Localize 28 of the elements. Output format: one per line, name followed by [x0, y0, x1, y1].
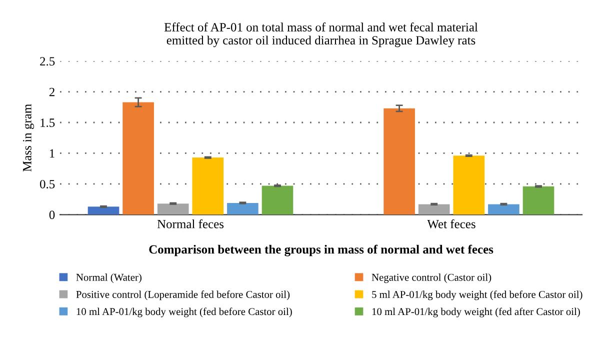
- legend-label: 10 ml AP-01/kg body weight (fed after Castor oil): [372, 308, 580, 318]
- bar: [262, 186, 294, 215]
- bar: [384, 108, 415, 215]
- x-tick-label: Normal feces: [157, 219, 224, 228]
- bar: [88, 206, 120, 215]
- y-tick-label: 0: [49, 210, 55, 220]
- legend-label: Negative control (Castor oil): [372, 274, 492, 283]
- y-tick-label: 0.5: [40, 180, 55, 188]
- legend-label: Positive control (Loperamide fed before Castor oil): [76, 290, 290, 300]
- bar: [192, 158, 224, 215]
- bar: [227, 202, 258, 215]
- bar: [418, 204, 450, 215]
- bar: [157, 204, 189, 215]
- bar: [122, 102, 154, 215]
- bar: [522, 186, 554, 215]
- y-tick-label: 2.5: [40, 57, 55, 66]
- legend-label: 5 ml AP-01/kg body weight (fed before Castor oil): [372, 290, 582, 300]
- chart-title: Effect of AP-01 on total mass of normal and wet fecal material emitted by castor oil induced diarrhea in Sprague Dawley rats: [164, 22, 478, 48]
- y-tick-label: 1: [50, 149, 54, 158]
- legend-label: Normal (Water): [76, 274, 142, 283]
- y-axis-title: Mass in gram: [22, 104, 34, 172]
- bar: [488, 204, 520, 215]
- legend-label: 10 ml AP-01/kg body weight (fed before Castor oil): [76, 308, 292, 318]
- bar: [453, 156, 485, 215]
- y-tick-label: 2: [49, 88, 54, 96]
- x-axis-title: Comparison between the groups in mass of normal and wet feces: [149, 244, 494, 256]
- x-tick-label: Wet feces: [427, 219, 476, 228]
- y-tick-label: 1.5: [40, 118, 55, 128]
